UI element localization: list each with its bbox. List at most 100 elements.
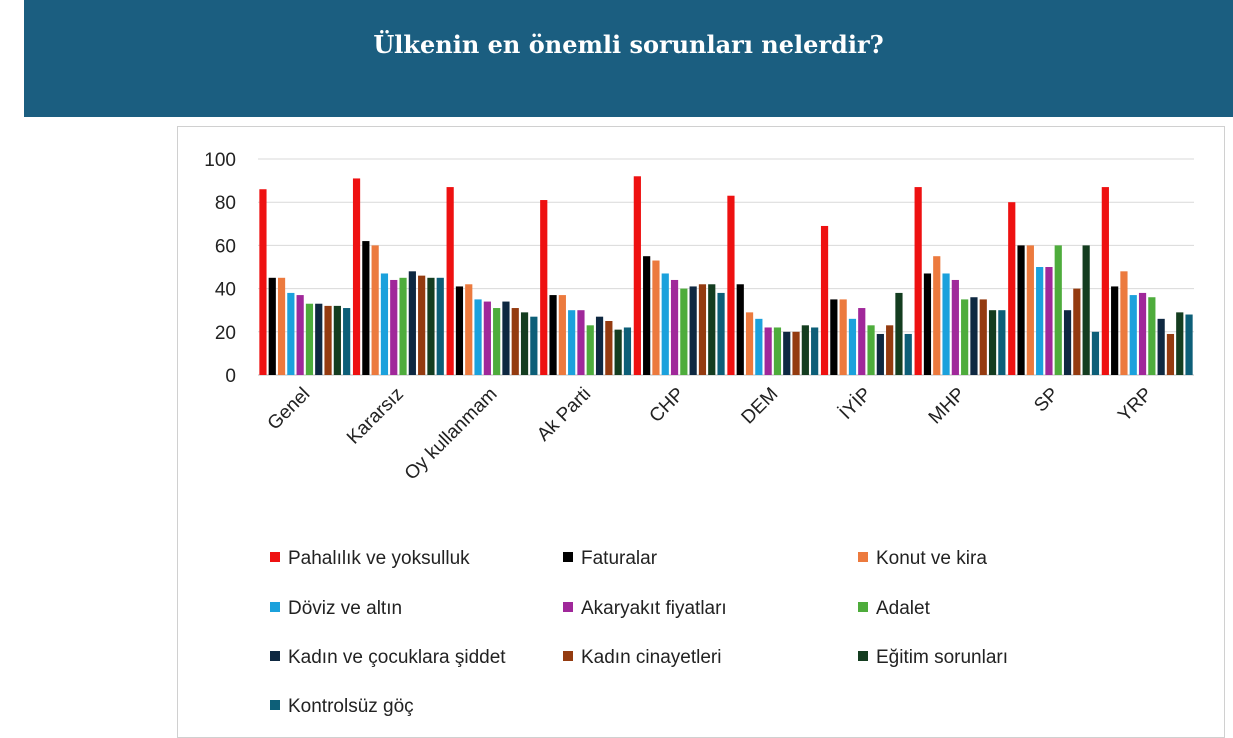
bar bbox=[568, 310, 576, 375]
bar bbox=[362, 241, 370, 375]
y-tick-label: 40 bbox=[215, 280, 236, 301]
legend-swatch bbox=[563, 601, 573, 612]
bar bbox=[904, 333, 912, 375]
bar bbox=[343, 308, 351, 375]
bar bbox=[595, 316, 604, 375]
bar bbox=[540, 200, 548, 375]
bar bbox=[811, 327, 819, 375]
bar bbox=[380, 273, 389, 375]
bar bbox=[848, 318, 857, 375]
legend-item: Konut ve kira bbox=[858, 548, 987, 570]
bar bbox=[399, 277, 407, 375]
y-tick-label: 80 bbox=[215, 193, 236, 214]
bar bbox=[530, 316, 538, 375]
bar bbox=[886, 325, 894, 375]
x-tick-label: SP bbox=[1030, 384, 1063, 417]
bar bbox=[783, 331, 791, 375]
bar bbox=[474, 299, 482, 375]
bar bbox=[764, 327, 772, 375]
bar bbox=[801, 325, 809, 375]
bar bbox=[727, 195, 735, 375]
legend-item: Eğitim sorunları bbox=[858, 647, 1008, 669]
legend-label: Akaryakıt fiyatları bbox=[581, 598, 727, 619]
bar bbox=[745, 312, 754, 375]
x-tick-label: YRP bbox=[1114, 384, 1156, 426]
bar bbox=[643, 256, 651, 375]
page-title: Ülkenin en önemli sorunları nelerdir? bbox=[373, 30, 884, 59]
x-tick-label: Ak Parti bbox=[533, 384, 595, 446]
legend-item: Pahalılık ve yoksulluk bbox=[270, 548, 470, 570]
legend-label: Kontrolsüz göç bbox=[288, 696, 414, 717]
legend-item: Kontrolsüz göç bbox=[270, 696, 414, 718]
legend-swatch bbox=[858, 650, 868, 661]
bar bbox=[1148, 297, 1156, 375]
legend-label: Eğitim sorunları bbox=[876, 647, 1008, 668]
x-tick-label: Oy kullanmam bbox=[401, 384, 502, 485]
legend-label: Konut ve kira bbox=[876, 548, 987, 569]
bar bbox=[1091, 331, 1100, 375]
bar bbox=[1045, 267, 1053, 375]
bar bbox=[493, 308, 501, 375]
bar bbox=[979, 299, 987, 375]
x-tick-label: CHP bbox=[646, 384, 689, 427]
bar bbox=[820, 225, 829, 375]
bar bbox=[1166, 333, 1175, 375]
bar bbox=[708, 284, 716, 375]
bar bbox=[296, 295, 304, 375]
legend-swatch bbox=[858, 551, 868, 562]
bar bbox=[305, 303, 314, 375]
bar bbox=[1026, 245, 1034, 375]
y-tick-label: 0 bbox=[225, 366, 236, 387]
bar bbox=[455, 286, 464, 375]
bar bbox=[951, 279, 959, 375]
legend-label: Adalet bbox=[876, 598, 930, 619]
y-tick-label: 60 bbox=[215, 236, 236, 257]
bar bbox=[961, 299, 969, 375]
x-tick-label: DEM bbox=[738, 384, 783, 429]
bar bbox=[259, 189, 267, 375]
legend-swatch bbox=[270, 551, 280, 562]
bar bbox=[998, 310, 1006, 375]
bar bbox=[446, 187, 454, 375]
bar bbox=[605, 321, 613, 375]
bar bbox=[830, 299, 838, 375]
x-tick-label: MHP bbox=[925, 384, 970, 429]
bar bbox=[661, 273, 669, 375]
legend-item: Döviz ve altın bbox=[270, 598, 402, 620]
bar bbox=[465, 284, 473, 375]
bar bbox=[1120, 271, 1128, 375]
bar bbox=[520, 312, 529, 375]
legend-swatch bbox=[858, 601, 868, 612]
bar bbox=[698, 284, 707, 375]
bar bbox=[1157, 318, 1165, 375]
bar bbox=[558, 295, 566, 375]
y-tick-label: 100 bbox=[204, 150, 236, 171]
bar bbox=[895, 292, 903, 375]
bar bbox=[511, 308, 519, 375]
bar bbox=[352, 178, 361, 375]
bar bbox=[427, 277, 435, 375]
legend-swatch bbox=[270, 650, 280, 661]
legend-swatch bbox=[270, 699, 280, 710]
bar bbox=[1008, 202, 1016, 375]
bar bbox=[1176, 312, 1184, 375]
bar bbox=[717, 292, 725, 375]
bar bbox=[876, 333, 884, 375]
bar bbox=[324, 305, 332, 375]
x-tick-label: İYİP bbox=[836, 384, 876, 424]
bar bbox=[1073, 288, 1081, 375]
legend-swatch bbox=[563, 650, 573, 661]
bar bbox=[586, 325, 594, 375]
legend-label: Kadın ve çocuklara şiddet bbox=[288, 647, 506, 668]
legend-label: Döviz ve altın bbox=[288, 598, 403, 619]
bar bbox=[623, 327, 632, 375]
chart-frame: 0 20 40 60 80 100 Genel Kararsız Oy kullanmam Ak … bbox=[177, 126, 1225, 738]
bar bbox=[792, 331, 800, 375]
bar bbox=[867, 325, 875, 375]
header-banner: Ülkenin en önemli sorunları nelerdir? bbox=[24, 0, 1233, 117]
bar bbox=[923, 273, 932, 375]
legend-swatch bbox=[563, 551, 573, 562]
bar bbox=[1138, 292, 1147, 375]
bar bbox=[614, 329, 622, 375]
bar bbox=[1063, 310, 1072, 375]
